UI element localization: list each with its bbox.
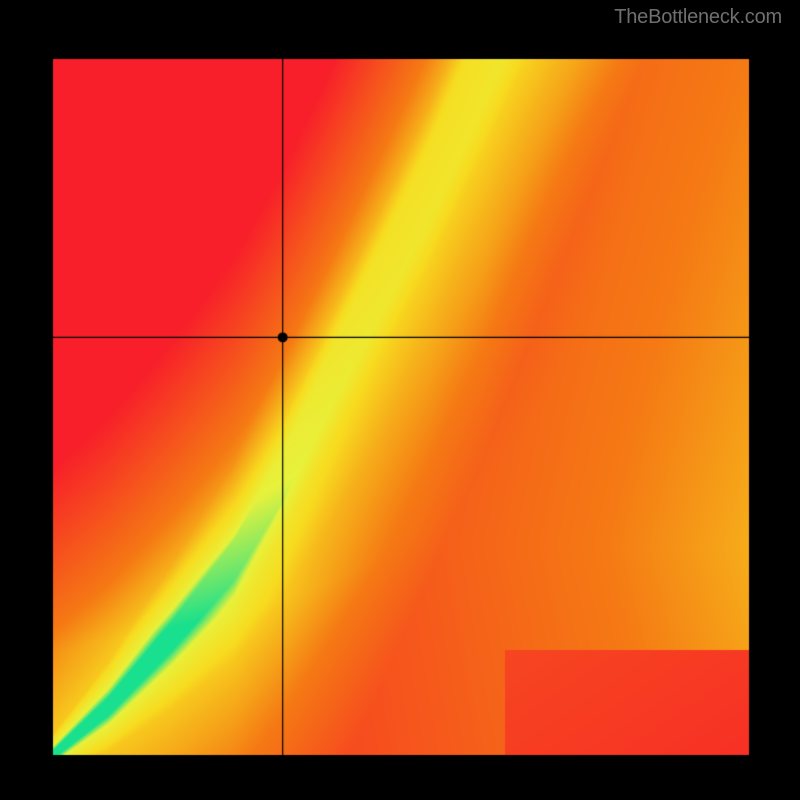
bottleneck-heatmap: [0, 0, 800, 800]
watermark-text: TheBottleneck.com: [614, 6, 782, 29]
chart-container: TheBottleneck.com: [0, 0, 800, 800]
